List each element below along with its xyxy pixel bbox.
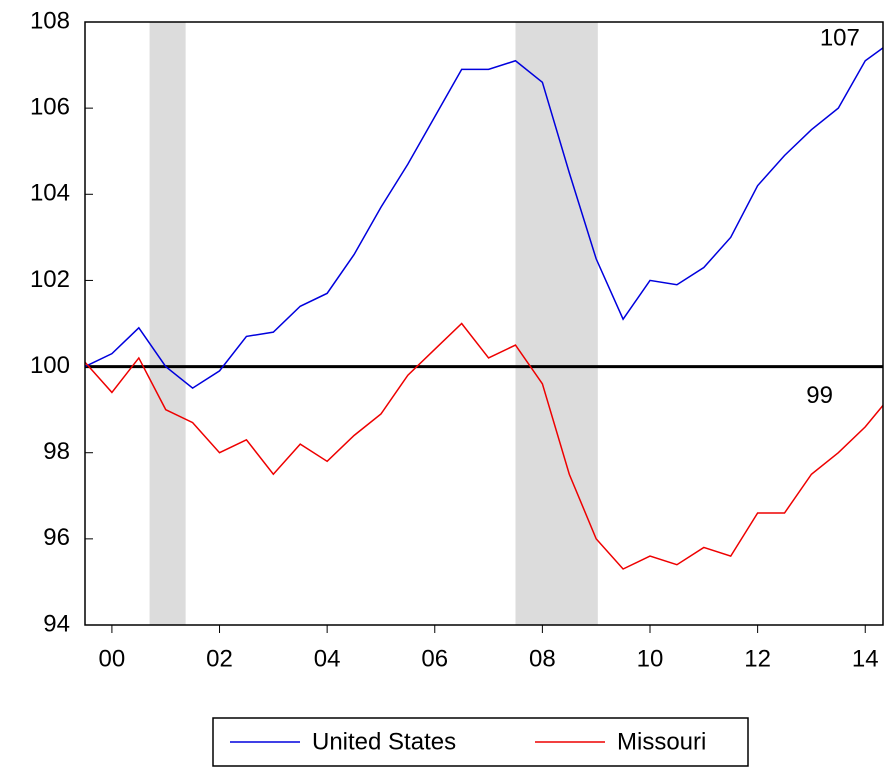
y-tick-label: 100 xyxy=(30,352,70,379)
y-tick-label: 104 xyxy=(30,180,70,207)
legend-label: Missouri xyxy=(617,728,706,755)
x-tick-label: 04 xyxy=(314,645,341,672)
x-tick-label: 06 xyxy=(421,645,448,672)
x-tick-label: 10 xyxy=(637,645,664,672)
annotation: 107 xyxy=(820,25,860,52)
y-tick-label: 102 xyxy=(30,266,70,293)
legend-label: United States xyxy=(312,728,456,755)
y-tick-label: 96 xyxy=(43,524,70,551)
y-tick-label: 108 xyxy=(30,7,70,34)
legend-box xyxy=(212,717,749,767)
plot-frame xyxy=(84,21,884,626)
x-tick-label: 08 xyxy=(529,645,556,672)
y-tick-label: 94 xyxy=(43,610,70,637)
series-line xyxy=(84,322,884,570)
legend: United States Missouri xyxy=(212,717,749,767)
y-tick-label: 98 xyxy=(43,438,70,465)
x-tick-label: 12 xyxy=(744,645,771,672)
y-tick-label: 106 xyxy=(30,93,70,120)
x-tick-label: 00 xyxy=(99,645,126,672)
series-line xyxy=(84,47,884,390)
annotation: 99 xyxy=(806,382,833,409)
x-tick-label: 14 xyxy=(852,645,879,672)
x-tick-label: 02 xyxy=(206,645,233,672)
recession-band xyxy=(515,22,598,625)
recession-band xyxy=(149,22,186,625)
